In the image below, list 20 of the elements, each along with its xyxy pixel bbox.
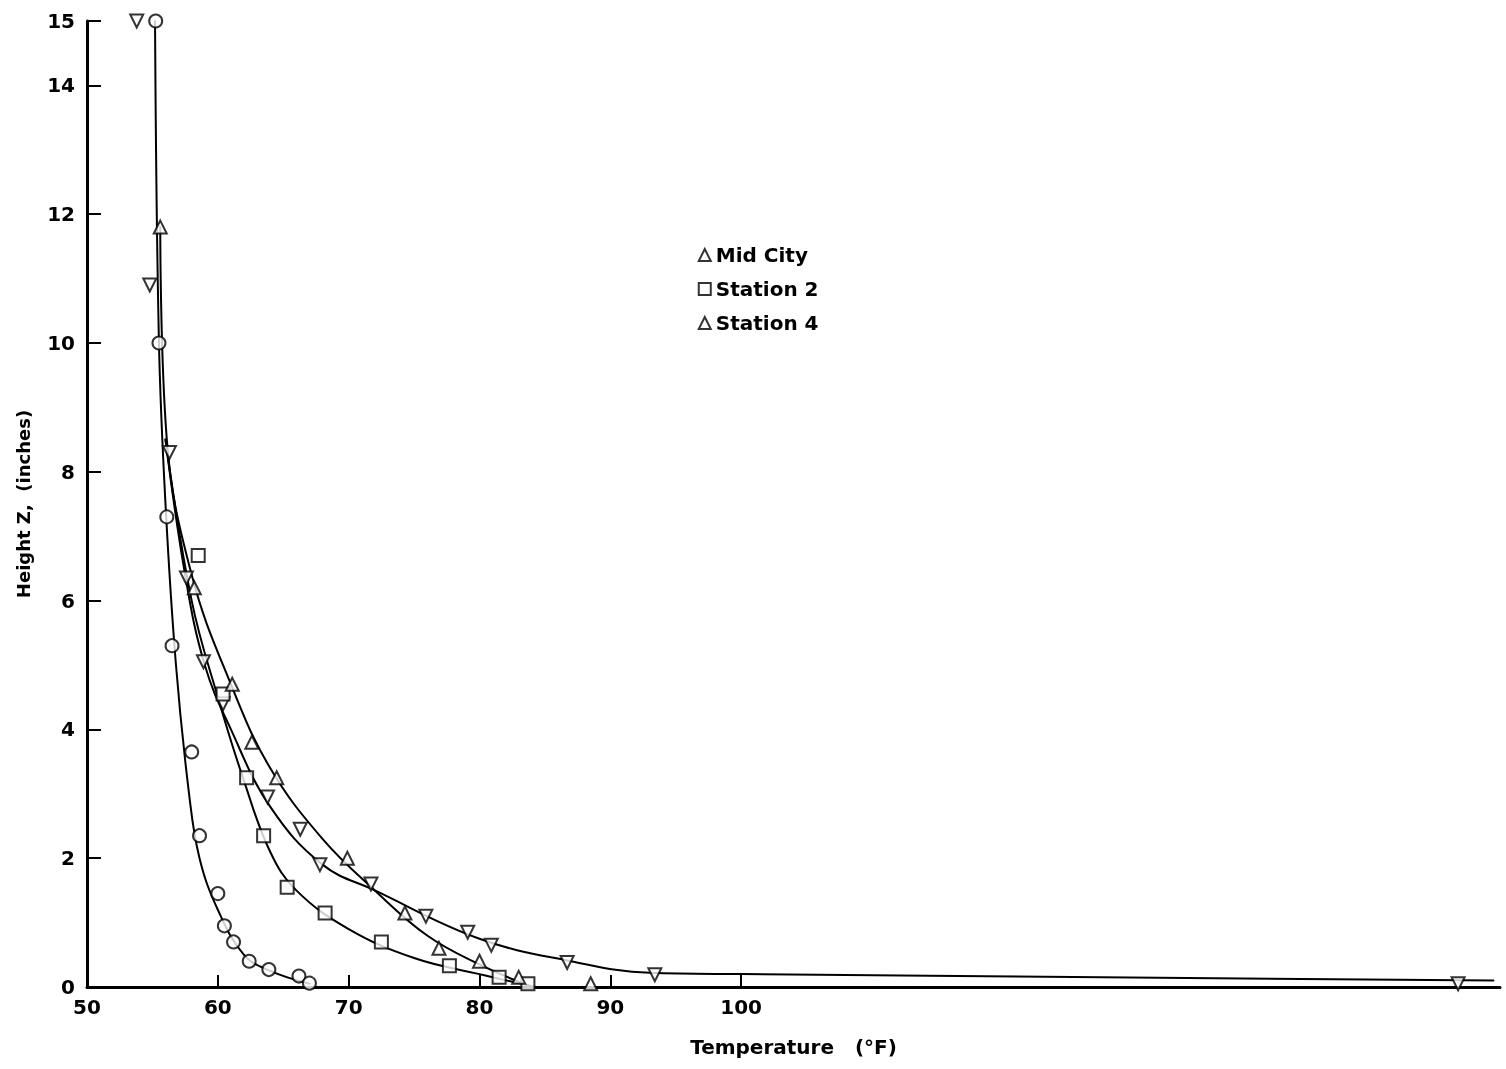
y-axis-title: Height Z, (inches) (12, 409, 34, 599)
x-tick-label: 60 (203, 995, 232, 1019)
x-tick-label: 70 (334, 995, 363, 1019)
y-tick-label: 0 (61, 975, 75, 999)
y-tick-label: 12 (47, 202, 75, 227)
x-tick-label: 80 (465, 995, 494, 1019)
y-tick-label: 15 (47, 9, 75, 33)
legend-label: Mid City (715, 243, 808, 267)
y-tick-label: 2 (61, 846, 75, 871)
legend-label: Station 2 (715, 277, 819, 301)
y-tick-label: 4 (61, 717, 75, 742)
y-tick-label: 8 (61, 459, 75, 484)
y-tick-label: 6 (61, 588, 75, 613)
y-tick-label: 14 (47, 73, 75, 98)
x-tick-label: 90 (596, 995, 625, 1019)
x-tick-label: 50 (73, 995, 101, 1019)
x-tick-label: 100 (720, 995, 763, 1019)
x-axis-title: Temperature (°F) (690, 1035, 897, 1059)
legend-label: Station 4 (715, 311, 819, 335)
y-tick-label: 10 (47, 331, 75, 355)
